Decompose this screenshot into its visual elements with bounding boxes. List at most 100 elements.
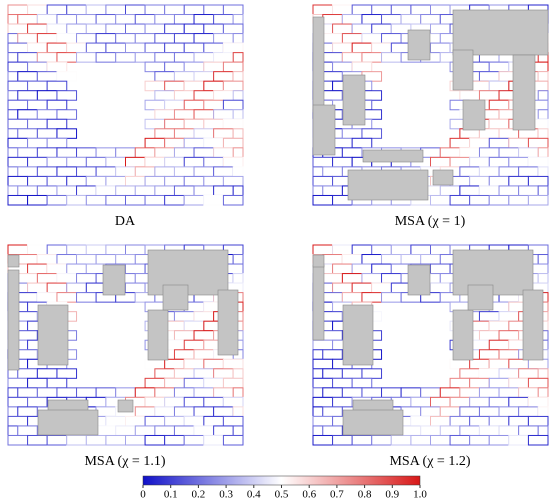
brick: [164, 61, 185, 73]
brick: [213, 368, 234, 379]
brick: [125, 4, 146, 16]
brick: [498, 185, 520, 196]
panels: [7, 4, 549, 446]
brick: [203, 434, 224, 446]
brick: [7, 23, 29, 35]
brick: [537, 147, 549, 158]
brick: [95, 52, 117, 63]
failed-zone: [147, 309, 169, 361]
brick: [36, 33, 58, 44]
brick: [203, 61, 224, 73]
brick: [488, 80, 510, 92]
brick: [312, 387, 324, 398]
brick: [488, 99, 510, 111]
brick: [56, 185, 78, 196]
brick: [85, 175, 107, 187]
brick: [105, 244, 126, 256]
brick: [183, 118, 205, 130]
failed-zone: [217, 289, 239, 356]
brick: [469, 194, 490, 206]
colorbar-tick-label: 0.6: [302, 489, 316, 501]
brick: [222, 42, 244, 54]
failed-zone: [312, 264, 325, 341]
brick: [95, 33, 117, 44]
brick: [361, 33, 383, 44]
brick: [222, 415, 244, 427]
brick: [508, 175, 529, 187]
brick: [537, 128, 549, 139]
brick: [85, 156, 107, 168]
brick: [312, 368, 324, 379]
brick: [322, 254, 343, 265]
brick: [508, 415, 529, 427]
brick: [66, 156, 87, 168]
brick: [27, 156, 48, 168]
brick: [332, 244, 353, 256]
brick: [154, 52, 175, 63]
brick: [322, 387, 343, 398]
brick: [341, 33, 363, 44]
brick: [193, 147, 215, 158]
brick: [144, 194, 166, 206]
brick: [459, 406, 480, 417]
brick: [154, 33, 175, 44]
brick: [203, 80, 224, 92]
brick: [488, 377, 510, 389]
brick: [27, 263, 48, 275]
brick: [183, 175, 205, 187]
brick: [144, 42, 166, 54]
brick: [66, 23, 87, 35]
brick: [488, 415, 510, 427]
brick: [46, 42, 68, 54]
brick: [17, 254, 38, 265]
brick: [144, 61, 166, 73]
brick: [173, 109, 195, 120]
brick: [518, 147, 539, 158]
brick: [154, 368, 175, 379]
brick: [332, 137, 353, 149]
brick: [498, 166, 520, 177]
colorbar-tick-label: 0.4: [247, 489, 261, 501]
brick: [478, 311, 500, 322]
brick: [430, 23, 451, 35]
brick: [222, 396, 244, 408]
brick: [400, 14, 422, 25]
brick: [183, 4, 205, 16]
brick: [478, 90, 500, 101]
brick: [17, 406, 38, 417]
colorbar-tick-label: 0.8: [358, 489, 372, 501]
brick: [95, 14, 117, 25]
brick: [430, 415, 451, 427]
brick: [134, 147, 156, 158]
brick: [7, 42, 29, 54]
brick: [85, 244, 107, 256]
failed-zone: [312, 104, 336, 156]
brick: [488, 175, 510, 187]
brick: [312, 185, 324, 196]
brick: [7, 406, 19, 417]
brick: [56, 387, 78, 398]
brick: [222, 377, 244, 389]
brick: [105, 4, 126, 16]
brick: [46, 4, 68, 16]
brick: [105, 42, 126, 54]
brick: [420, 425, 441, 436]
brick: [56, 147, 78, 158]
brick: [154, 147, 175, 158]
brick: [183, 194, 205, 206]
failed-zone: [467, 284, 494, 311]
brick: [478, 406, 500, 417]
brick: [56, 90, 78, 101]
failed-zone: [342, 304, 374, 366]
brick: [36, 273, 58, 284]
brick: [193, 368, 215, 379]
brick: [361, 292, 383, 303]
brick: [469, 156, 490, 168]
brick: [410, 244, 431, 256]
brick: [27, 80, 48, 92]
brick: [144, 175, 166, 187]
failed-zone: [407, 29, 431, 61]
brick: [36, 292, 58, 303]
brick: [469, 377, 490, 389]
brick: [56, 292, 78, 303]
